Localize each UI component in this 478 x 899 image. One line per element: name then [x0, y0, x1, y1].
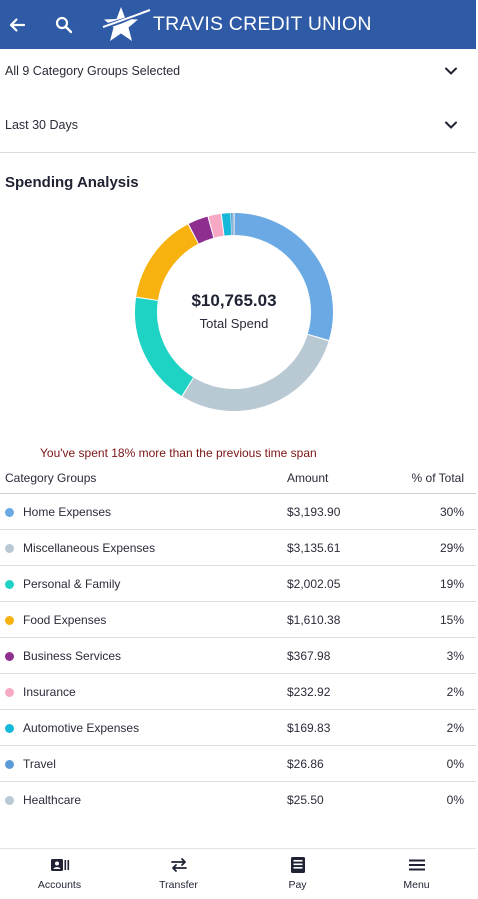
category-amount: $2,002.05: [287, 576, 341, 591]
category-amount: $25.50: [287, 793, 324, 807]
table-row[interactable]: Personal & Family $2,002.05 19%: [0, 566, 476, 602]
donut-slice-business-services: [188, 216, 214, 244]
time-span-dropdown[interactable]: Last 30 Days: [0, 98, 476, 153]
category-percent: 30%: [439, 504, 464, 519]
category-name: Insurance: [23, 684, 76, 699]
category-color-dot: [5, 652, 14, 661]
chevron-down-icon: [445, 121, 457, 129]
star-logo-icon: [101, 6, 151, 41]
category-color-dot: [5, 616, 14, 625]
back-arrow-icon: [9, 17, 26, 32]
donut-slice-miscellaneous-expenses: [182, 334, 329, 411]
table-row[interactable]: Miscellaneous Expenses $3,135.61 29%: [0, 530, 476, 566]
pay-icon: [290, 857, 305, 873]
search-icon: [55, 16, 73, 33]
category-color-dot: [5, 688, 14, 697]
brand-name: TRAVIS CREDIT UNION: [153, 13, 372, 35]
total-spend-amount: $10,765.03: [191, 291, 277, 310]
donut-slice-insurance: [208, 213, 224, 238]
nav-menu[interactable]: Menu: [357, 849, 476, 899]
category-amount: $169.83: [287, 720, 331, 735]
spending-donut-chart: $10,765.03 Total Spend: [134, 212, 334, 412]
table-header: Category Groups Amount % of Total: [0, 462, 476, 494]
category-color-dot: [5, 508, 14, 517]
category-amount: $3,135.61: [287, 540, 341, 555]
nav-transfer[interactable]: Transfer: [119, 849, 238, 899]
bottom-nav: Accounts Transfer Pay Menu: [0, 848, 476, 899]
category-name: Business Services: [23, 648, 122, 663]
category-percent: 3%: [446, 648, 464, 663]
table-row[interactable]: Healthcare $25.50 0%: [0, 782, 476, 818]
category-name: Food Expenses: [23, 612, 107, 627]
category-color-dot: [5, 760, 14, 769]
category-percent: 2%: [446, 684, 464, 699]
category-groups-value: All 9 Category Groups Selected: [5, 64, 181, 78]
nav-pay[interactable]: Pay: [238, 849, 357, 899]
category-color-dot: [5, 580, 14, 589]
header-percent: % of Total: [411, 470, 464, 485]
back-button[interactable]: [2, 10, 32, 40]
category-percent: 15%: [439, 612, 464, 627]
category-percent: 2%: [446, 720, 464, 735]
category-amount: $26.86: [287, 756, 324, 771]
accounts-icon: [50, 859, 69, 871]
category-name: Personal & Family: [23, 576, 121, 591]
nav-label: Transfer: [159, 879, 198, 891]
category-amount: $3,193.90: [287, 504, 341, 519]
chevron-down-icon: [445, 67, 457, 75]
donut-slice-food-expenses: [136, 224, 199, 301]
nav-label: Pay: [288, 879, 307, 891]
donut-slice-automotive-expenses: [221, 213, 232, 236]
section-title: Spending Analysis: [5, 174, 139, 191]
header-amount: Amount: [287, 470, 329, 485]
table-row[interactable]: Insurance $232.92 2%: [0, 674, 476, 710]
category-percent: 29%: [439, 540, 464, 555]
nav-accounts[interactable]: Accounts: [0, 849, 119, 899]
category-groups-dropdown[interactable]: All 9 Category Groups Selected: [0, 44, 476, 98]
comparison-text: You've spent 18% more than the previous …: [40, 446, 317, 460]
donut-slice-home-expenses: [234, 213, 333, 341]
transfer-icon: [170, 858, 187, 872]
category-name: Home Expenses: [23, 504, 112, 519]
table-row[interactable]: Food Expenses $1,610.38 15%: [0, 602, 476, 638]
menu-icon: [408, 859, 425, 871]
app-header: TRAVIS CREDIT UNION: [0, 0, 476, 49]
category-color-dot: [5, 796, 14, 805]
nav-label: Menu: [403, 879, 430, 891]
time-span-value: Last 30 Days: [5, 118, 78, 132]
category-amount: $1,610.38: [287, 612, 341, 627]
table-row[interactable]: Automotive Expenses $169.83 2%: [0, 710, 476, 746]
table-row[interactable]: Travel $26.86 0%: [0, 746, 476, 782]
nav-label: Accounts: [37, 879, 82, 891]
category-color-dot: [5, 544, 14, 553]
category-color-dot: [5, 724, 14, 733]
category-percent: 19%: [439, 576, 464, 591]
category-percent: 0%: [446, 756, 464, 771]
category-name: Healthcare: [23, 793, 82, 807]
category-amount: $367.98: [287, 648, 331, 663]
search-button[interactable]: [49, 10, 79, 40]
category-amount: $232.92: [287, 684, 331, 699]
table-row[interactable]: Business Services $367.98 3%: [0, 638, 476, 674]
category-percent: 0%: [446, 793, 464, 807]
category-list: Home Expenses $3,193.90 30% Miscellaneou…: [0, 494, 476, 818]
category-name: Automotive Expenses: [23, 720, 140, 735]
category-name: Travel: [23, 756, 56, 771]
donut-slice-personal-family: [135, 297, 194, 396]
table-row[interactable]: Home Expenses $3,193.90 30%: [0, 494, 476, 530]
donut-svg: [135, 212, 333, 411]
category-name: Miscellaneous Expenses: [23, 540, 156, 555]
brand-logo: TRAVIS CREDIT UNION: [99, 5, 372, 45]
total-spend-label: Total Spend: [199, 316, 269, 331]
header-category: Category Groups: [5, 470, 97, 485]
donut-center: $10,765.03 Total Spend: [134, 212, 334, 412]
